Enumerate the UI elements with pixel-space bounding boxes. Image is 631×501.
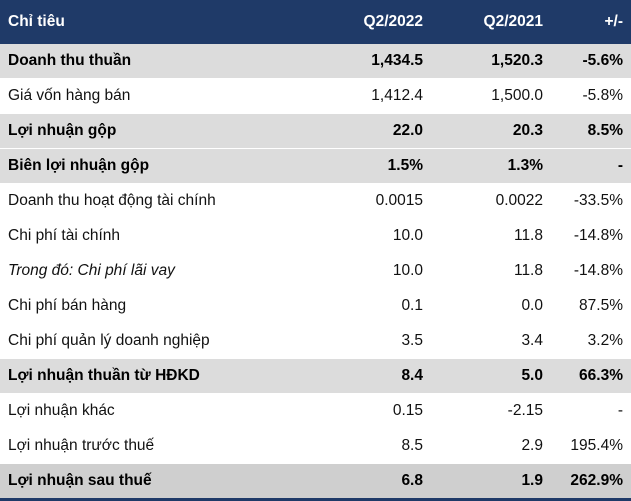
header-q2-2021: Q2/2021 [431,0,551,44]
table-row: Lợi nhuận khác 0.15 -2.15- [0,393,631,429]
cell-q2-2022: 0.0015 [335,183,431,219]
header-label: Chỉ tiêu [0,0,335,44]
row-label: Biên lợi nhuận gộp [0,148,335,184]
cell-q2-2022: 8.4 [335,358,431,394]
table-row: Doanh thu hoạt động tài chính 0.0015 0.002… [0,183,631,219]
header-row: Chỉ tiêu Q2/2022 Q2/2021 +/- [0,0,631,44]
row-label: Lợi nhuận thuần từ HĐKD [0,358,335,394]
table-row: Trong đó: Chi phí lãi vay 10.0 11.8 -14.8% [0,253,631,289]
header-q2-2022: Q2/2022 [335,0,431,44]
cell-q2-2021: 11.8 [431,253,551,289]
cell-change: 66.3% [551,358,631,394]
cell-q2-2022: 8.5 [335,428,431,464]
row-label: Doanh thu hoạt động tài chính [0,183,335,219]
row-label: Chi phí tài chính [0,218,335,254]
cell-change: -5.8% [551,78,631,114]
table-row: Chi phí bán hàng 0.1 0.0 87.5% [0,288,631,324]
table-row: Chi phí tài chính 10.0 11.8 -14.8% [0,218,631,254]
cell-change: - [551,393,631,429]
table-row: Lợi nhuận trước thuế 8.5 2.9 195.4% [0,428,631,464]
cell-change: 87.5% [551,288,631,324]
row-label: Lợi nhuận sau thuế [0,463,335,501]
cell-change: 8.5% [551,113,631,149]
cell-change: - [551,148,631,184]
cell-q2-2022: 22.0 [335,113,431,149]
table-row: Lợi nhuận gộp 22.0 20.3 8.5% [0,113,631,149]
cell-q2-2021: 1.3% [431,148,551,184]
row-label: Lợi nhuận khác [0,393,335,429]
cell-change: -33.5% [551,183,631,219]
row-label: Lợi nhuận trước thuế [0,428,335,464]
cell-q2-2022: 0.1 [335,288,431,324]
cell-q2-2022: 10.0 [335,218,431,254]
cell-q2-2021: 2.9 [431,428,551,464]
cell-change: 195.4% [551,428,631,464]
cell-q2-2021: 1,500.0 [431,78,551,114]
cell-q2-2021: 5.0 [431,358,551,394]
table-body: Doanh thu thuần 1,434.5 1,520.3 -5.6% Giá vố… [0,44,631,501]
row-label: Giá vốn hàng bán [0,78,335,114]
cell-change: -5.6% [551,44,631,79]
cell-q2-2021: 0.0 [431,288,551,324]
cell-q2-2022: 1,412.4 [335,78,431,114]
row-label: Doanh thu thuần [0,44,335,79]
cell-q2-2021: -2.15 [431,393,551,429]
header-change: +/- [551,0,631,44]
table-row: Doanh thu thuần 1,434.5 1,520.3 -5.6% [0,44,631,79]
cell-change: -14.8% [551,218,631,254]
row-label: Chi phí quản lý doanh nghiệp [0,323,335,359]
cell-q2-2021: 1.9 [431,463,551,501]
table-row: Lợi nhuận thuần từ HĐKD 8.4 5.0 66.3% [0,358,631,394]
table-header: Chỉ tiêu Q2/2022 Q2/2021 +/- [0,0,631,44]
row-label: Lợi nhuận gộp [0,113,335,149]
cell-q2-2022: 0.15 [335,393,431,429]
table-row: Giá vốn hàng bán 1,412.4 1,500.0 -5.8% [0,78,631,114]
cell-change: -14.8% [551,253,631,289]
cell-q2-2022: 1.5% [335,148,431,184]
cell-change: 3.2% [551,323,631,359]
cell-q2-2021: 3.4 [431,323,551,359]
cell-q2-2022: 10.0 [335,253,431,289]
cell-q2-2021: 0.0022 [431,183,551,219]
cell-change: 262.9% [551,463,631,501]
table-row: Lợi nhuận sau thuế 6.8 1.9 262.9% [0,463,631,501]
table-row: Chi phí quản lý doanh nghiệp 3.5 3.4 3.2% [0,323,631,359]
row-label: Chi phí bán hàng [0,288,335,324]
row-label: Trong đó: Chi phí lãi vay [0,253,335,289]
cell-q2-2021: 20.3 [431,113,551,149]
cell-q2-2022: 3.5 [335,323,431,359]
table-row: Biên lợi nhuận gộp 1.5% 1.3% - [0,148,631,184]
cell-q2-2021: 11.8 [431,218,551,254]
cell-q2-2022: 6.8 [335,463,431,501]
cell-q2-2021: 1,520.3 [431,44,551,79]
cell-q2-2022: 1,434.5 [335,44,431,79]
